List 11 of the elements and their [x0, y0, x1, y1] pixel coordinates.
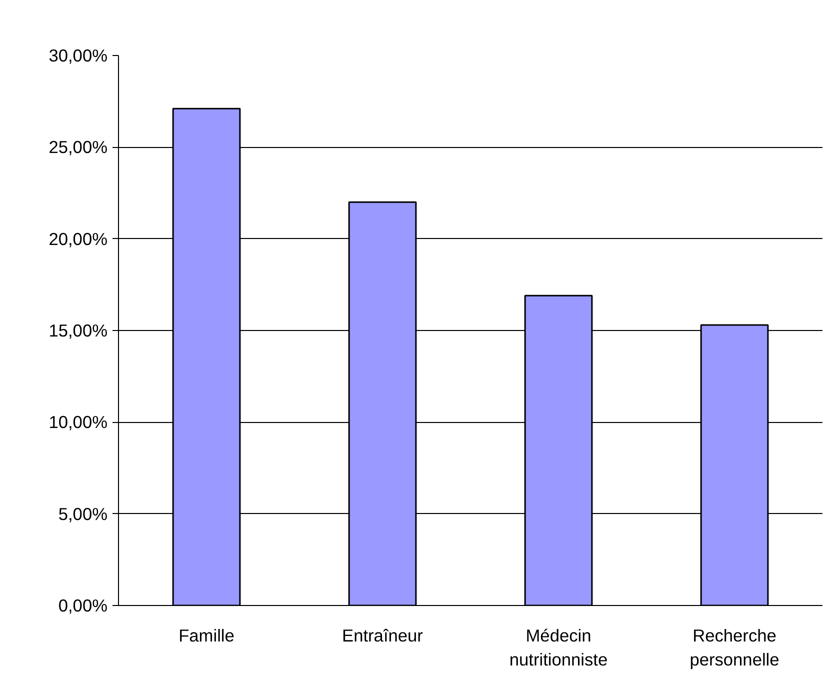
x-tick-label: Famille — [178, 626, 234, 646]
y-tick-label: 15,00% — [48, 320, 108, 340]
y-tick-label: 20,00% — [48, 228, 108, 249]
y-tick-label: 5,00% — [58, 504, 108, 524]
x-tick-label: Médecin nutritionniste — [509, 626, 608, 670]
y-tick-label: 10,00% — [48, 412, 108, 432]
y-tick-label: 25,00% — [48, 137, 108, 158]
x-tick-label: Recherche personnelle — [690, 626, 780, 670]
y-tick-label: 0,00% — [58, 596, 108, 616]
y-tick-label: 30,00% — [48, 46, 108, 66]
x-tick-label: Entraîneur — [342, 626, 424, 646]
